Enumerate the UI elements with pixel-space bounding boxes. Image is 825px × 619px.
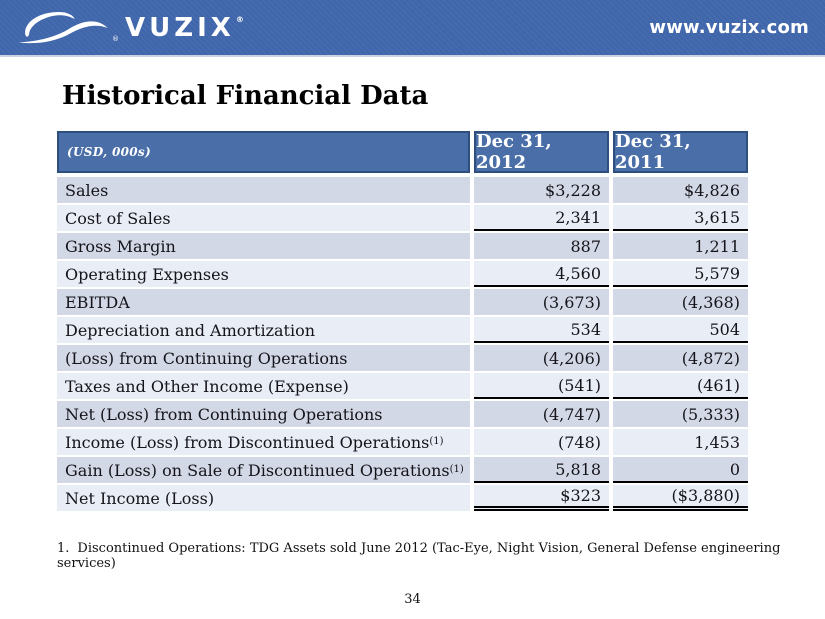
row-label: Cost of Sales [57,205,470,231]
value-2011: 5,579 [613,261,748,287]
value-2012: 5,818 [474,457,609,483]
row-label: Depreciation and Amortization [57,317,470,343]
value-2012: (4,206) [474,345,609,371]
table-row: Cost of Sales 2,341 3,615 [57,205,748,231]
row-label: Net (Loss) from Continuing Operations [57,401,470,427]
value-2011: $4,826 [613,177,748,203]
value-2011: (461) [613,373,748,399]
value-2012: 2,341 [474,205,609,231]
vuzix-swoosh-icon [18,11,108,43]
registered-mark-icon: ® [112,34,119,43]
value-2011: (5,333) [613,401,748,427]
row-label: Gain (Loss) on Sale of Discontinued Oper… [57,457,470,483]
registered-mark-icon: ® [235,14,248,24]
row-label: Taxes and Other Income (Expense) [57,373,470,399]
value-2012: (4,747) [474,401,609,427]
row-label: Gross Margin [57,233,470,259]
units-header: (USD, 000s) [57,131,470,173]
website-url: www.vuzix.com [649,17,809,38]
value-2012: 887 [474,233,609,259]
column-header-2012: Dec 31, 2012 [474,131,609,173]
page-title: Historical Financial Data [62,81,429,111]
table-row: Gain (Loss) on Sale of Discontinued Oper… [57,457,748,483]
value-2011: 1,453 [613,429,748,455]
row-label: Income (Loss) from Discontinued Operatio… [57,429,470,455]
value-2011: (4,872) [613,345,748,371]
value-2012: $3,228 [474,177,609,203]
table-row: (Loss) from Continuing Operations (4,206… [57,345,748,371]
table-row: Net (Loss) from Continuing Operations (4… [57,401,748,427]
value-2012: $323 [474,485,609,511]
row-label: Net Income (Loss) [57,485,470,511]
table-header-row: (USD, 000s) Dec 31, 2012 Dec 31, 2011 [57,131,748,173]
value-2011: 504 [613,317,748,343]
value-2012: (541) [474,373,609,399]
table-row: Operating Expenses 4,560 5,579 [57,261,748,287]
table-row: Gross Margin 887 1,211 [57,233,748,259]
row-label: Sales [57,177,470,203]
row-label: Operating Expenses [57,261,470,287]
row-label: EBITDA [57,289,470,315]
value-2011: 1,211 [613,233,748,259]
row-label: (Loss) from Continuing Operations [57,345,470,371]
value-2012: 534 [474,317,609,343]
table-row: Net Income (Loss) $323 ($3,880) [57,485,748,511]
table-row: Income (Loss) from Discontinued Operatio… [57,429,748,455]
value-2012: (3,673) [474,289,609,315]
table-row: Depreciation and Amortization 534 504 [57,317,748,343]
table-row: EBITDA (3,673) (4,368) [57,289,748,315]
value-2011: 0 [613,457,748,483]
brand-name: VUZIX® [125,12,248,43]
table-row: Sales $3,228 $4,826 [57,177,748,203]
footnote-number: 1. [57,541,70,556]
value-2012: 4,560 [474,261,609,287]
footnote-text: Discontinued Operations: TDG Assets sold… [57,541,781,571]
page-number: 34 [404,592,421,607]
column-header-2011: Dec 31, 2011 [613,131,748,173]
value-2012: (748) [474,429,609,455]
value-2011: ($3,880) [613,485,748,511]
table-row: Taxes and Other Income (Expense) (541) (… [57,373,748,399]
header-banner: ® VUZIX® www.vuzix.com [0,0,825,57]
vuzix-logo: ® VUZIX® [14,7,248,49]
value-2011: 3,615 [613,205,748,231]
value-2011: (4,368) [613,289,748,315]
financial-table: (USD, 000s) Dec 31, 2012 Dec 31, 2011 Sa… [57,131,748,511]
footnote: 1. Discontinued Operations: TDG Assets so… [57,541,825,571]
